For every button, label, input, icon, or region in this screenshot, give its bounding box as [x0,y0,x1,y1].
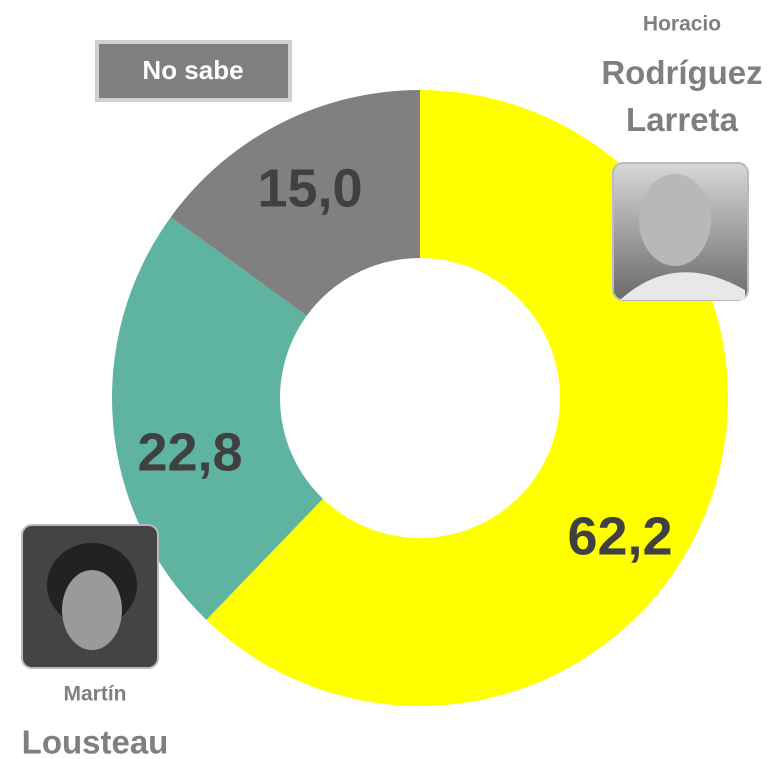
donut-segment [170,90,420,316]
photo [21,524,159,669]
last-name: Lousteau [22,724,169,759]
photo [612,162,749,301]
first-name: Horacio [643,13,721,36]
last-name: Rodríguez Larreta [601,54,762,138]
value-label: 62,2 [567,506,672,566]
value-label: 22,8 [137,422,242,482]
legend-label: No sabe [142,55,243,85]
value-label: 15,0 [257,158,362,218]
legend-box [95,40,292,102]
first-name: Martín [64,683,127,706]
donut-segment [206,90,728,706]
donut-segment [112,216,323,620]
